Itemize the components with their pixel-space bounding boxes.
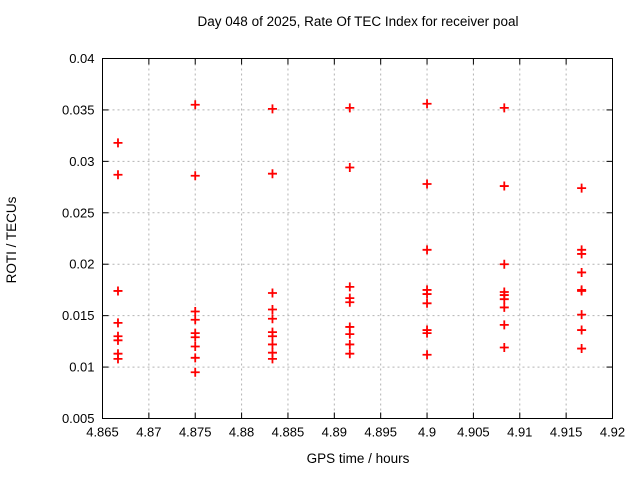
plot-border <box>102 58 613 419</box>
data-point-marker <box>577 286 587 296</box>
chart-title: Day 048 of 2025, Rate Of TEC Index for r… <box>197 14 519 29</box>
y-tick-label: 0.01 <box>69 360 94 375</box>
data-point-marker <box>577 344 587 354</box>
data-point-marker <box>267 104 277 114</box>
x-tick-label: 4.89 <box>322 425 347 440</box>
data-point-marker <box>113 335 123 345</box>
y-tick-label: 0.005 <box>62 411 95 426</box>
data-point-marker <box>577 267 587 277</box>
x-tick-label: 4.87 <box>136 425 161 440</box>
y-tick-label: 0.04 <box>69 51 94 66</box>
x-tick-label: 4.92 <box>600 425 625 440</box>
data-point-marker <box>577 249 587 259</box>
data-point-marker <box>345 297 355 307</box>
data-point-marker <box>422 328 432 338</box>
x-tick-label: 4.905 <box>457 425 490 440</box>
data-point-marker <box>113 354 123 364</box>
x-tick-label: 4.875 <box>179 425 212 440</box>
data-point-marker <box>113 318 123 328</box>
data-point-marker <box>345 339 355 349</box>
data-point-marker <box>577 183 587 193</box>
data-point-marker <box>422 289 432 299</box>
data-point-marker <box>499 181 509 191</box>
y-tick-label: 0.03 <box>69 154 94 169</box>
data-point-marker <box>113 286 123 296</box>
y-tick-label: 0.035 <box>62 102 95 117</box>
x-tick-label: 4.895 <box>364 425 397 440</box>
data-point-marker <box>190 353 200 363</box>
data-point-marker <box>345 103 355 113</box>
data-point-marker <box>499 259 509 269</box>
data-point-marker <box>499 294 509 304</box>
data-point-marker <box>345 329 355 339</box>
data-point-marker <box>190 332 200 342</box>
data-point-marker <box>422 298 432 308</box>
data-point-marker <box>345 349 355 359</box>
data-point-marker <box>267 288 277 298</box>
data-point-marker <box>422 245 432 255</box>
x-tick-label: 4.915 <box>550 425 583 440</box>
x-tick-label: 4.91 <box>507 425 532 440</box>
x-tick-label: 4.885 <box>272 425 305 440</box>
data-point-marker <box>422 350 432 360</box>
y-tick-label: 0.025 <box>62 205 95 220</box>
data-point-marker <box>499 302 509 312</box>
data-point-marker <box>190 342 200 351</box>
data-point-marker <box>190 367 200 377</box>
data-point-marker <box>190 100 200 110</box>
data-point-marker <box>267 331 277 341</box>
data-point-marker <box>267 314 277 324</box>
y-tick-label: 0.015 <box>62 308 95 323</box>
data-point-marker <box>267 354 277 364</box>
data-point-marker <box>577 325 587 335</box>
data-point-marker <box>499 103 509 113</box>
x-tick-label: 4.88 <box>229 425 254 440</box>
data-point-marker <box>267 304 277 314</box>
y-tick-label: 0.02 <box>69 257 94 272</box>
data-point-marker <box>422 179 432 189</box>
data-point-marker <box>267 339 277 349</box>
data-point-marker <box>113 170 123 180</box>
x-tick-label: 4.9 <box>418 425 436 440</box>
y-axis-title: ROTI / TECUs <box>4 196 19 284</box>
data-point-marker <box>267 169 277 179</box>
data-point-marker <box>499 320 509 330</box>
data-point-marker <box>577 310 587 320</box>
data-point-marker <box>190 307 200 317</box>
data-point-marker <box>345 282 355 292</box>
data-point-marker <box>190 315 200 325</box>
data-point-marker <box>113 138 123 148</box>
data-point-marker <box>190 171 200 181</box>
data-point-marker <box>422 99 432 109</box>
x-axis-title: GPS time / hours <box>306 451 410 466</box>
data-point-marker <box>499 343 509 353</box>
data-point-marker <box>345 163 355 173</box>
x-tick-label: 4.865 <box>86 425 119 440</box>
